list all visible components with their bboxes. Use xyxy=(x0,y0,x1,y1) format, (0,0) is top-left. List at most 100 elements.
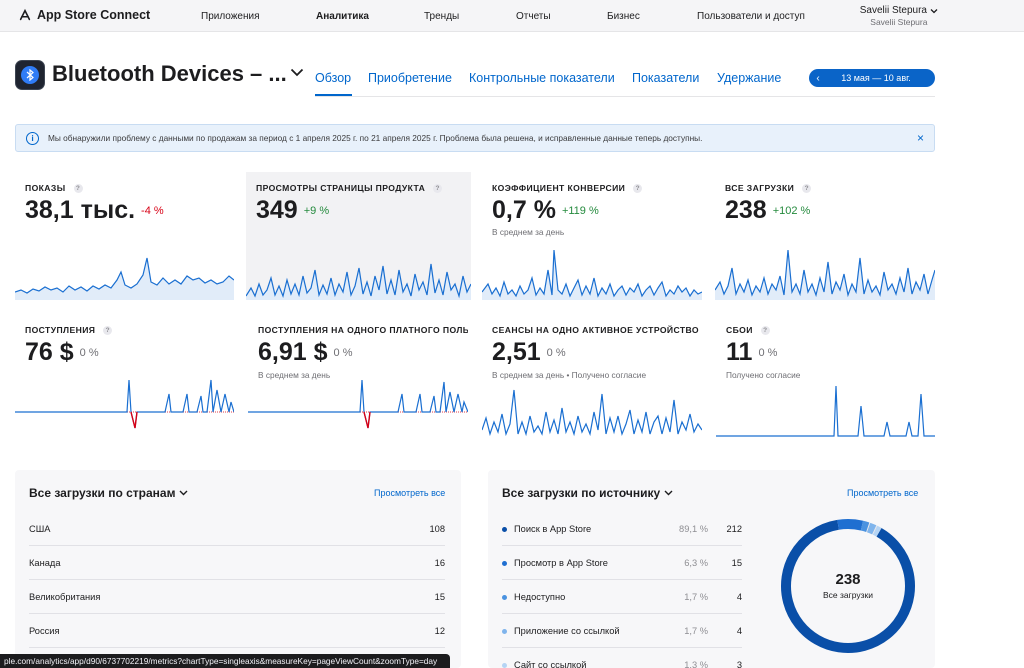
user-subtitle: Savelii Stepura xyxy=(870,17,928,27)
source-name: Поиск в App Store xyxy=(514,524,592,534)
metric-card-total-downloads[interactable]: ВСЕ ЗАГРУЗКИ? 238 +102 % xyxy=(715,172,935,300)
help-icon[interactable]: ? xyxy=(103,326,113,335)
list-item[interactable]: Поиск в App Store 89,1 % 212 xyxy=(502,512,742,546)
help-icon[interactable]: ? xyxy=(433,184,443,193)
brand-label: App Store Connect xyxy=(37,8,151,22)
chevron-left-icon[interactable]: ‹ xyxy=(816,72,820,84)
source-name: Просмотр в App Store xyxy=(514,558,608,568)
download-count: 3 xyxy=(736,660,742,668)
table-row[interactable]: Великобритания 15 xyxy=(29,580,445,614)
table-row[interactable]: США 108 xyxy=(29,512,445,546)
nav-reports[interactable]: Отчеты xyxy=(516,11,551,22)
source-percent: 1,7 % xyxy=(684,626,708,636)
date-range-picker[interactable]: ‹ 13 мая — 10 авг. xyxy=(809,69,935,87)
nav-analytics[interactable]: Аналитика xyxy=(316,11,369,22)
table-row[interactable]: Россия 12 xyxy=(29,614,445,648)
app-icon xyxy=(15,60,45,90)
user-menu[interactable]: Savelii Stepura Savelii Stepura xyxy=(860,5,938,27)
metric-card-product-page-views[interactable]: ПРОСМОТРЫ СТРАНИЦЫ ПРОДУКТА? 349 +9 % xyxy=(246,172,471,300)
metric-value: 0,7 % xyxy=(492,196,556,224)
tab-benchmarks[interactable]: Контрольные показатели xyxy=(469,71,615,85)
help-icon[interactable]: ? xyxy=(802,184,812,193)
metric-card-proceeds-per-paying-user[interactable]: ПОСТУПЛЕНИЯ НА ОДНОГО ПЛАТНОГО ПОЛЬЗ 6,9… xyxy=(248,314,468,442)
downloads-by-source-panel: Все загрузки по источнику Просмотреть вс… xyxy=(488,470,935,668)
alert-message: Мы обнаружили проблему с данными по прод… xyxy=(48,133,703,143)
list-item[interactable]: Приложение со ссылкой 1,7 % 4 xyxy=(502,614,742,648)
tab-metrics[interactable]: Показатели xyxy=(632,71,700,85)
source-percent: 1,7 % xyxy=(684,592,708,602)
nav-users-access[interactable]: Пользователи и доступ xyxy=(697,11,805,22)
metric-delta: 0 % xyxy=(333,347,353,359)
tab-overview[interactable]: Обзор xyxy=(315,71,352,85)
download-count: 15 xyxy=(434,592,445,602)
country-name: Канада xyxy=(29,558,61,568)
metric-label: ПОКАЗЫ xyxy=(25,183,66,193)
metric-value: 6,91 $ xyxy=(258,338,328,366)
data-issue-alert: i Мы обнаружили проблему с данными по пр… xyxy=(15,124,935,152)
table-row[interactable]: Канада 16 xyxy=(29,546,445,580)
downloads-by-country-panel: Все загрузки по странам Просмотреть все … xyxy=(15,470,461,668)
nav-trends[interactable]: Тренды xyxy=(424,11,460,22)
close-icon[interactable]: × xyxy=(916,131,924,145)
nav-apps[interactable]: Приложения xyxy=(201,11,260,22)
metric-delta: 0 % xyxy=(758,347,778,359)
chevron-down-icon xyxy=(179,490,188,496)
help-icon[interactable]: ? xyxy=(633,184,643,193)
metric-label: СБОИ xyxy=(726,325,753,335)
metric-label: ПОСТУПЛЕНИЯ НА ОДНОГО ПЛАТНОГО ПОЛЬЗ xyxy=(258,325,468,335)
metric-label: ПОСТУПЛЕНИЯ xyxy=(25,325,96,335)
info-icon: i xyxy=(26,132,39,145)
metric-label: ПРОСМОТРЫ СТРАНИЦЫ ПРОДУКТА xyxy=(256,183,426,193)
metric-value: 2,51 xyxy=(492,338,541,366)
download-count: 108 xyxy=(429,524,445,534)
legend-dot xyxy=(502,663,507,668)
chevron-down-icon xyxy=(930,8,938,13)
metric-card-impressions[interactable]: ПОКАЗЫ? 38,1 тыс. -4 % xyxy=(15,172,234,300)
sparkline-chart xyxy=(716,385,935,437)
active-tab-indicator xyxy=(315,94,352,96)
metric-label: КОЭФФИЦИЕНТ КОНВЕРСИИ xyxy=(492,183,626,193)
download-count: 4 xyxy=(736,626,742,636)
tab-retention[interactable]: Удержание xyxy=(717,71,782,85)
panel-title-dropdown[interactable]: Все загрузки по источнику xyxy=(502,486,673,500)
user-name: Savelii Stepura xyxy=(859,5,927,16)
metric-note: Получено согласие xyxy=(726,370,801,380)
metric-delta: +102 % xyxy=(772,205,811,217)
nav-business[interactable]: Бизнес xyxy=(607,11,640,22)
metric-card-proceeds[interactable]: ПОСТУПЛЕНИЯ? 76 $ 0 % xyxy=(15,314,234,442)
country-name: США xyxy=(29,524,51,534)
donut-center-label: 238 Все загрузки xyxy=(798,571,898,600)
metric-card-crashes[interactable]: СБОИ? 11 0 % Получено согласие xyxy=(716,314,935,442)
panel-title-dropdown[interactable]: Все загрузки по странам xyxy=(29,486,188,500)
donut-total-label: Все загрузки xyxy=(823,590,873,600)
sparkline-chart xyxy=(482,389,702,437)
top-navigation-bar: App Store Connect Приложения Аналитика Т… xyxy=(0,0,1024,32)
metric-card-sessions-per-device[interactable]: СЕАНСЫ НА ОДНО АКТИВНОЕ УСТРОЙСТВО 2,51 0… xyxy=(482,314,702,442)
date-range-label: 13 мая — 10 авг. xyxy=(841,73,911,83)
app-switch-chevron-icon[interactable] xyxy=(290,68,304,77)
see-all-link[interactable]: Просмотреть все xyxy=(374,488,446,498)
source-percent: 1,3 % xyxy=(684,660,708,668)
metric-card-conversion-rate[interactable]: КОЭФФИЦИЕНТ КОНВЕРСИИ? 0,7 % +119 % В сре… xyxy=(482,172,702,300)
sparkline-chart xyxy=(15,379,234,429)
tab-acquisition[interactable]: Приобретение xyxy=(368,71,452,85)
list-item[interactable]: Сайт со ссылкой 1,3 % 3 xyxy=(502,648,742,668)
source-percent: 6,3 % xyxy=(684,558,708,568)
list-item[interactable]: Недоступно 1,7 % 4 xyxy=(502,580,742,614)
help-icon[interactable]: ? xyxy=(760,326,770,335)
metric-delta: +119 % xyxy=(561,205,599,217)
list-item[interactable]: Просмотр в App Store 6,3 % 15 xyxy=(502,546,742,580)
sparkline-chart xyxy=(715,249,935,300)
metric-delta: -4 % xyxy=(141,205,164,217)
help-icon[interactable]: ? xyxy=(73,184,83,193)
app-store-connect-logo[interactable]: App Store Connect xyxy=(18,8,150,22)
sparkline-chart xyxy=(482,249,702,300)
metric-label: ВСЕ ЗАГРУЗКИ xyxy=(725,183,795,193)
see-all-link[interactable]: Просмотреть все xyxy=(847,488,919,498)
country-name: Великобритания xyxy=(29,592,101,602)
bluetooth-icon xyxy=(26,69,34,81)
download-count: 15 xyxy=(731,558,742,568)
app-title[interactable]: Bluetooth Devices – ... xyxy=(52,61,287,86)
sparkline-chart xyxy=(246,263,471,300)
metric-value: 76 $ xyxy=(25,338,74,366)
